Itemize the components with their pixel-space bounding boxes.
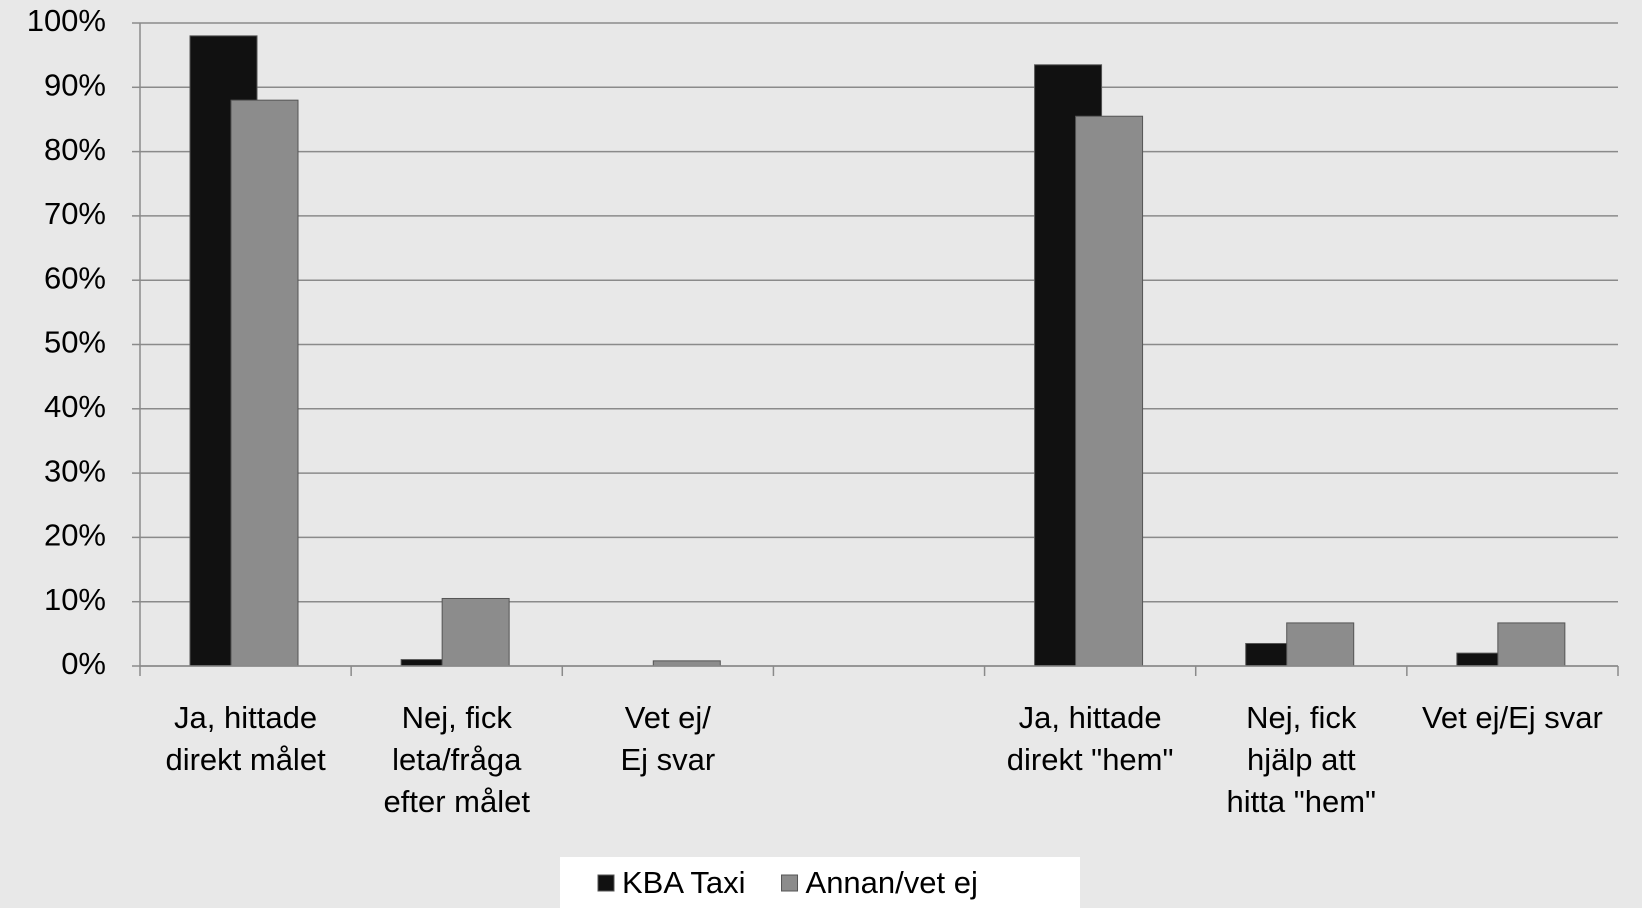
x-tick-label: Nej, fick hjälp att hitta "hem" xyxy=(1227,700,1377,819)
y-tick-label: 40% xyxy=(44,389,106,424)
x-tick-label: Ja, hittade direkt "hem" xyxy=(1007,700,1174,777)
bar xyxy=(441,597,510,667)
bar xyxy=(1075,115,1144,667)
legend-label: KBA Taxi xyxy=(622,865,746,900)
x-tick-label: Vet ej/Ej svar xyxy=(620,700,715,777)
y-tick-label: 20% xyxy=(44,518,106,553)
x-tick-label: Ja, hittade direkt målet xyxy=(165,700,326,777)
x-tick-label: Vet ej/Ej svar xyxy=(1422,700,1603,735)
y-tick-label: 90% xyxy=(44,67,106,102)
legend-label: Annan/vet ej xyxy=(806,865,978,900)
y-tick-label: 60% xyxy=(44,260,106,295)
legend-swatch xyxy=(781,874,799,892)
y-tick-label: 0% xyxy=(61,646,106,681)
y-tick-label: 10% xyxy=(44,582,106,617)
bar xyxy=(1497,622,1566,667)
bar xyxy=(652,660,721,667)
x-tick-label: Nej, fick leta/fråga efter målet xyxy=(383,700,530,819)
y-tick-label: 30% xyxy=(44,453,106,488)
y-tick-label: 80% xyxy=(44,132,106,167)
y-tick-label: 50% xyxy=(44,325,106,360)
bar xyxy=(1286,622,1355,667)
y-tick-label: 70% xyxy=(44,196,106,231)
bar xyxy=(230,99,299,667)
y-tick-label: 100% xyxy=(27,3,106,38)
legend-swatch xyxy=(597,874,615,892)
legend-box xyxy=(560,857,1080,908)
